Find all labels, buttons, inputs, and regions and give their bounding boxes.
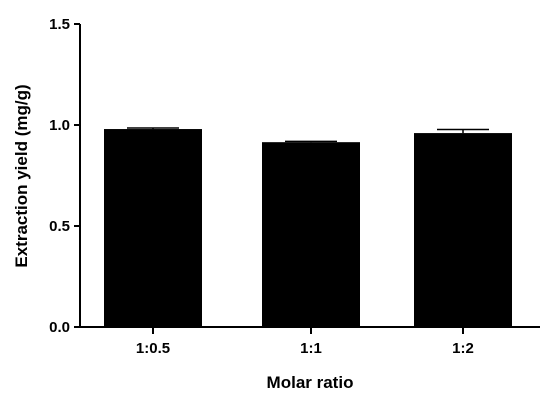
bar-1:0.5 bbox=[104, 129, 202, 327]
x-tick-label: 1:2 bbox=[452, 340, 474, 357]
y-tick-label: 0.0 bbox=[49, 319, 70, 336]
y-tick-label: 0.5 bbox=[49, 218, 70, 235]
x-axis: 1:0.5 1:1 1:2 bbox=[80, 326, 540, 357]
y-axis: 0.0 0.5 1.0 1.5 bbox=[49, 16, 81, 336]
bar-1:2 bbox=[414, 133, 512, 327]
x-axis-title: Molar ratio bbox=[267, 373, 354, 392]
y-tick-label: 1.5 bbox=[49, 16, 70, 33]
y-tick-label: 1.0 bbox=[49, 117, 70, 134]
x-tick-label: 1:1 bbox=[300, 340, 322, 357]
x-tick-label: 1:0.5 bbox=[136, 340, 170, 357]
y-axis-title: Extraction yield (mg/g) bbox=[12, 84, 31, 267]
bars bbox=[104, 127, 512, 327]
bar-1:1 bbox=[262, 142, 360, 327]
